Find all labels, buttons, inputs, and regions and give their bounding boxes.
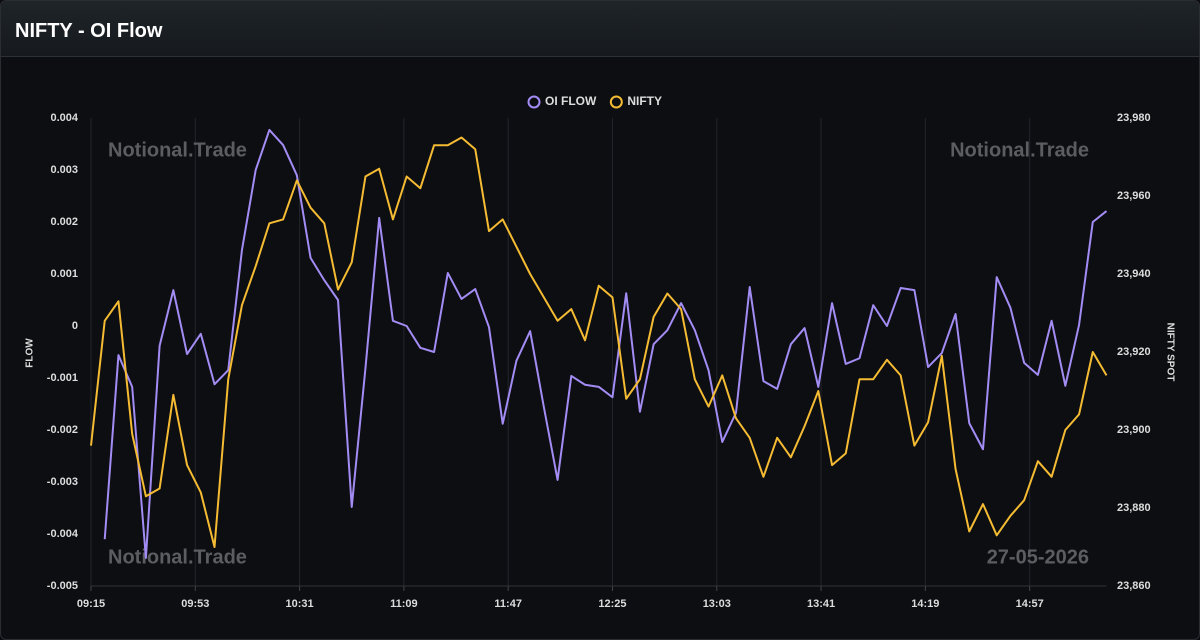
legend-label: NIFTY: [627, 94, 662, 108]
y-tick-label: -0.001: [47, 372, 78, 384]
y-tick-label: 0.003: [50, 164, 78, 176]
y2-tick-label: 23,860: [1117, 580, 1151, 592]
x-tick-label: 12:25: [598, 598, 626, 610]
y-tick-label: -0.002: [47, 424, 78, 436]
y-tick-label: -0.003: [47, 476, 78, 488]
x-tick-label: 11:47: [494, 598, 522, 610]
legend-label: OI FLOW: [545, 94, 597, 108]
y-tick-label: 0.004: [50, 112, 78, 124]
x-tick-label: 09:15: [77, 598, 105, 610]
y2-tick-label: 23,940: [1117, 268, 1151, 280]
x-tick-label: 11:09: [390, 598, 418, 610]
y-tick-label: -0.004: [47, 528, 79, 540]
y2-tick-label: 23,880: [1117, 502, 1151, 514]
watermark: 27-05-2026: [987, 546, 1089, 568]
watermark: Notional.Trade: [108, 546, 247, 568]
x-tick-label: 10:31: [286, 598, 314, 610]
x-tick-label: 14:19: [911, 598, 939, 610]
series-line: [103, 128, 1108, 559]
y2-tick-label: 23,980: [1117, 112, 1151, 124]
series-line: [90, 136, 1108, 548]
y2-tick-label: 23,920: [1117, 346, 1151, 358]
y-tick-label: 0.002: [50, 216, 78, 228]
legend-symbol: [527, 95, 541, 109]
y-tick-label: -0.005: [47, 580, 78, 592]
y2-tick-label: 23,900: [1117, 424, 1151, 436]
y2-tick-label: 23,960: [1117, 190, 1151, 202]
y-axis-title: FLOW: [25, 338, 36, 368]
x-tick-label: 13:41: [807, 598, 835, 610]
watermark: Notional.Trade: [950, 139, 1089, 161]
legend-symbol: [609, 95, 623, 109]
y-tick-label: 0.001: [50, 268, 78, 280]
x-tick-label: 14:57: [1016, 598, 1044, 610]
watermark: Notional.Trade: [108, 139, 247, 161]
x-tick-label: 09:53: [181, 598, 209, 610]
panel-title: NIFTY - OI Flow: [1, 1, 1199, 57]
x-tick-label: 13:03: [703, 598, 731, 610]
y-tick-label: 0: [72, 320, 78, 332]
y2-axis-title: NIFTY SPOT: [1164, 323, 1175, 382]
